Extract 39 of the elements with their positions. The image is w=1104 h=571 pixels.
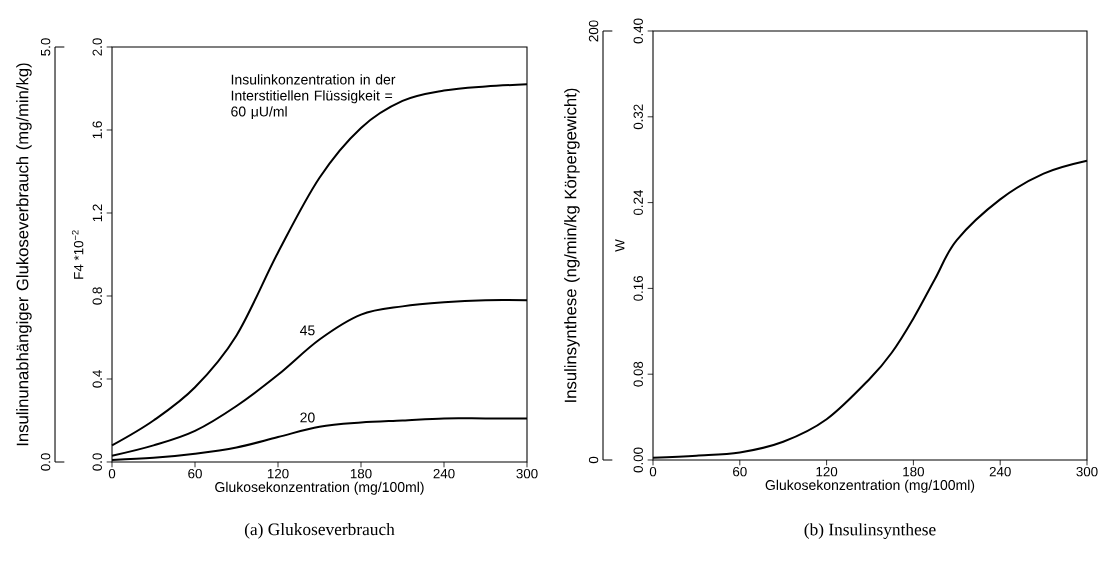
y-tick-label: 1.2 — [92, 204, 102, 222]
x-tick-label: 0 — [649, 466, 657, 477]
y-tick-label: 0.40 — [633, 18, 643, 44]
y-axis-title: F4 *10$^{−2}$ — [71, 230, 84, 279]
y-tick-label: 0.08 — [633, 361, 643, 387]
x-tick-label: 120 — [267, 468, 289, 479]
x-axis-title: Glukosekonzentration (mg/100ml) — [215, 481, 424, 495]
y-tick-label: 0.8 — [92, 287, 102, 305]
y-tick-label: 1.6 — [92, 121, 102, 139]
y2-tick-label: 0 — [588, 456, 599, 464]
y-tick-label: 0.00 — [633, 447, 643, 473]
x-tick-label: 300 — [516, 468, 538, 479]
x-tick-label: 60 — [733, 466, 747, 477]
y2-axis-title: Insulinunabhängiger Glukoseverbrauch (mg/min/kg) — [16, 63, 32, 446]
x-tick-label: 60 — [188, 468, 202, 479]
series-label: 20 — [300, 412, 315, 423]
x-tick-label: 240 — [989, 466, 1011, 477]
y2-axis-title: Insulinsynthese (ng/min/kg Körpergewicht) — [564, 88, 580, 402]
y2-tick-label: 0.0 — [40, 453, 51, 471]
x-tick-label: 180 — [903, 466, 924, 477]
y2-tick-label: 200 — [588, 20, 599, 42]
text: (b) Insulinsynthese — [804, 523, 936, 539]
x-tick-label: 120 — [816, 466, 838, 477]
series-label: Insulinkonzentration in der Interstitiellen Flüssigkeit = 60 μU/ml — [231, 74, 396, 120]
x-tick-label: 0 — [108, 468, 116, 479]
y-tick-label: 2.0 — [92, 38, 102, 56]
x-tick-label: 180 — [350, 468, 372, 479]
y-tick-label: 0.16 — [633, 276, 643, 301]
x-axis-title: Glukosekonzentration (mg/100ml) — [765, 479, 975, 493]
y-tick-label: 0.32 — [633, 104, 643, 130]
x-tick-label: 300 — [1076, 466, 1098, 477]
y2-tick-label: 5.0 — [40, 38, 51, 56]
y-tick-label: 0.0 — [92, 453, 102, 471]
y-axis-title: W — [615, 239, 625, 252]
x-tick-label: 240 — [433, 468, 455, 479]
y-tick-label: 0.4 — [92, 370, 102, 388]
y-tick-label: 0.24 — [633, 190, 643, 216]
text: (a) Glukoseverbrauch — [244, 523, 395, 539]
series-label: 45 — [299, 325, 315, 336]
